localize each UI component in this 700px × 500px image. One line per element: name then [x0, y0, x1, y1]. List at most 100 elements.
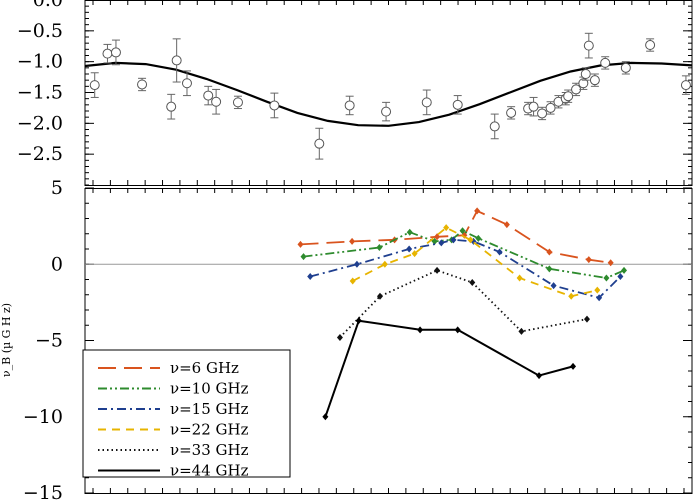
data-point: [381, 106, 392, 117]
y-tick-label: −2.0: [17, 112, 63, 134]
series-point: [459, 227, 466, 235]
bottom-y-axis-label: ν_B (µ G H z): [0, 303, 13, 377]
series-line: [300, 209, 611, 264]
series-point: [596, 294, 603, 302]
top-plot-frame: [84, 0, 693, 186]
series-point: [475, 234, 482, 242]
data-point: [545, 102, 556, 113]
series-line: [309, 238, 622, 299]
top-y-axis: 0.0 −0.5 −1.0 −1.5 −2.0 −2.5: [17, 0, 692, 186]
y-tick-label: −1.5: [17, 82, 63, 104]
series-point: [546, 248, 553, 256]
legend: ν=6 GHz ν=10 GHz ν=15 GHz ν=22 GHz ν=33 GHz ν…: [82, 349, 291, 480]
series-point: [469, 279, 476, 287]
y-tick-label: −5: [35, 330, 63, 352]
series-point: [607, 259, 614, 267]
y-tick-label: 0.0: [33, 0, 63, 11]
fit-curve: [84, 61, 693, 127]
series-point: [583, 315, 590, 323]
series-point: [434, 266, 441, 274]
data-point: [580, 69, 591, 79]
series-point: [536, 372, 543, 380]
data-point: [452, 99, 463, 110]
legend-label: ν=44 GHz: [170, 462, 249, 480]
data-point: [589, 75, 600, 86]
data-point: [166, 101, 177, 112]
data-point: [421, 97, 432, 108]
top-panel: 0.0 −0.5 −1.0 −1.5 −2.0 −2.5: [17, 0, 693, 186]
series-point: [336, 333, 343, 341]
series-point: [516, 274, 523, 282]
series-point: [406, 228, 413, 236]
top-fit-curve: [84, 61, 693, 127]
data-point: [537, 108, 548, 119]
series-point: [300, 253, 307, 261]
series-point: [617, 272, 624, 280]
legend-box: [82, 349, 291, 478]
series-point: [474, 207, 481, 215]
series-point: [603, 274, 610, 282]
series-ν=33 GHz: [336, 266, 590, 341]
data-point: [314, 138, 325, 149]
series-point: [443, 224, 450, 232]
series-point: [550, 282, 557, 290]
series-line: [352, 226, 598, 298]
series-point: [438, 239, 445, 247]
data-point: [110, 47, 121, 58]
series-point: [349, 277, 356, 285]
series-line: [303, 229, 625, 279]
series-point: [621, 266, 628, 274]
y-tick-label: 0: [51, 253, 63, 275]
frequency-series: [297, 207, 628, 421]
y-tick-label: 5: [51, 177, 63, 199]
y-tick-label: −1.0: [17, 51, 63, 73]
series-ν=15 GHz: [307, 236, 624, 302]
data-point: [181, 78, 192, 89]
series-point: [349, 237, 356, 245]
data-point: [620, 62, 631, 73]
series-point: [546, 265, 553, 273]
data-point: [583, 40, 594, 51]
series-point: [496, 248, 503, 256]
series-line: [339, 269, 588, 339]
data-point: [89, 80, 100, 91]
data-point: [102, 48, 113, 59]
data-point: [137, 79, 148, 90]
top-data-points: [89, 32, 691, 160]
data-point: [645, 40, 656, 51]
series-point: [376, 243, 383, 251]
series-point: [417, 326, 424, 334]
data-point: [211, 96, 222, 107]
data-point: [578, 78, 589, 89]
data-point: [344, 100, 355, 111]
series-point: [431, 237, 438, 245]
series-point: [377, 292, 384, 300]
series-point: [322, 413, 329, 421]
data-point: [600, 57, 611, 68]
series-point: [450, 236, 457, 244]
legend-label: ν=6 GHz: [170, 359, 239, 377]
data-point: [203, 90, 214, 101]
data-point: [680, 80, 691, 91]
series-ν=22 GHz: [349, 224, 601, 300]
bottom-x-axis-ticks: [92, 188, 685, 493]
series-point: [570, 362, 577, 370]
series-point: [568, 292, 575, 300]
data-point: [571, 84, 582, 95]
y-tick-label: −15: [23, 482, 63, 500]
series-point: [353, 260, 360, 268]
series-line: [324, 319, 574, 418]
series-point: [503, 221, 510, 229]
data-point: [528, 101, 539, 112]
series-point: [454, 326, 461, 334]
series-point: [381, 260, 388, 268]
legend-label: ν=22 GHz: [170, 421, 249, 439]
y-tick-label: −0.5: [17, 20, 63, 42]
series-point: [355, 317, 362, 325]
bottom-panel: 5 0 −5 −10 −15 ν_B (µ G H z) ν=6 GHz ν=10 GHz…: [0, 177, 693, 500]
series-point: [297, 240, 304, 248]
legend-label: ν=33 GHz: [170, 441, 249, 459]
data-point: [563, 91, 574, 102]
series-point: [518, 327, 525, 335]
